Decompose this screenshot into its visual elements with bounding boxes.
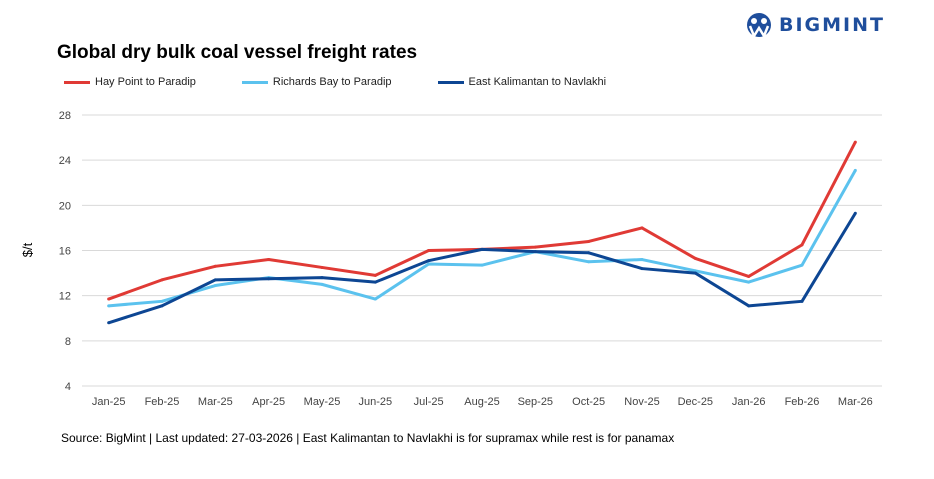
data-point: [107, 321, 111, 325]
data-point: [267, 258, 271, 262]
data-point: [213, 278, 217, 282]
data-point: [480, 247, 484, 251]
y-axis-label: $/t: [20, 242, 35, 257]
data-point: [640, 267, 644, 271]
data-point: [747, 274, 751, 278]
data-point: [693, 256, 697, 260]
bigmint-logo-icon: [747, 13, 771, 38]
y-tick-label: 28: [59, 110, 71, 122]
data-point: [320, 282, 324, 286]
legend: Hay Point to Paradip Richards Bay to Par…: [64, 76, 652, 88]
legend-label: East Kalimantan to Navlakhi: [468, 76, 607, 88]
x-tick-label: Mar-25: [198, 396, 233, 408]
x-tick-label: May-25: [304, 396, 341, 408]
source-note: Source: BigMint | Last updated: 27-03-20…: [61, 431, 675, 445]
series-line-1: [108, 169, 857, 308]
data-point: [373, 273, 377, 277]
data-point: [427, 249, 431, 252]
legend-swatch: [64, 80, 90, 84]
x-tick-label: Oct-25: [572, 396, 605, 408]
y-tick-label: 24: [59, 155, 71, 167]
data-point: [747, 304, 751, 308]
data-point: [640, 226, 644, 230]
data-point: [427, 262, 431, 266]
x-tick-label: Jul-25: [414, 396, 444, 408]
data-point: [587, 260, 591, 264]
bigmint-logo: BIGMINT: [745, 12, 885, 38]
data-point: [853, 211, 857, 215]
data-point: [587, 239, 591, 243]
data-point: [373, 297, 377, 301]
data-point: [800, 263, 804, 267]
legend-label: Hay Point to Paradip: [95, 76, 196, 88]
data-point: [533, 245, 537, 249]
x-tick-label: Jan-26: [732, 396, 766, 408]
x-tick-label: Sep-25: [518, 396, 553, 408]
x-tick-label: Apr-25: [252, 396, 285, 408]
data-point: [213, 264, 217, 268]
x-tick-label: Feb-25: [145, 396, 180, 408]
data-point: [853, 168, 857, 172]
legend-item: East Kalimantan to Navlakhi: [437, 76, 607, 88]
data-point: [853, 140, 857, 144]
x-tick-label: Jun-25: [359, 396, 393, 408]
data-point: [160, 304, 164, 308]
series-line-0: [108, 141, 857, 301]
data-point: [640, 258, 644, 262]
data-point: [320, 276, 324, 280]
data-point: [213, 284, 217, 288]
data-point: [427, 259, 431, 263]
y-tick-label: 8: [65, 336, 71, 348]
x-tick-label: Jan-25: [92, 396, 126, 408]
y-tick-label: 4: [65, 381, 71, 393]
legend-item: Hay Point to Paradip: [64, 76, 196, 88]
x-tick-label: Mar-26: [838, 396, 873, 408]
data-point: [373, 280, 377, 284]
legend-item: Richards Bay to Paradip: [241, 76, 392, 88]
data-point: [480, 263, 484, 267]
y-tick-label: 16: [59, 246, 71, 258]
x-tick-label: Aug-25: [464, 396, 499, 408]
data-point: [160, 299, 164, 303]
data-point: [747, 280, 751, 284]
legend-swatch: [437, 80, 464, 84]
data-point: [107, 297, 111, 301]
data-point: [107, 304, 111, 308]
logo-text: BIGMINT: [779, 14, 885, 36]
x-tick-label: Feb-26: [785, 396, 820, 408]
series-line-2: [108, 212, 857, 325]
data-point: [693, 271, 697, 275]
data-point: [587, 251, 591, 255]
data-point: [800, 243, 804, 247]
x-tick-label: Dec-25: [678, 396, 713, 408]
legend-swatch: [241, 80, 268, 84]
data-point: [800, 299, 804, 303]
chart-title: Global dry bulk coal vessel freight rate…: [57, 42, 418, 63]
data-point: [160, 278, 164, 282]
legend-label: Richards Bay to Paradip: [272, 76, 392, 88]
data-point: [267, 277, 271, 281]
data-point: [320, 265, 324, 269]
y-tick-label: 20: [59, 200, 71, 212]
y-tick-label: 12: [59, 291, 71, 303]
data-point: [533, 250, 537, 254]
x-tick-label: Nov-25: [624, 396, 659, 408]
